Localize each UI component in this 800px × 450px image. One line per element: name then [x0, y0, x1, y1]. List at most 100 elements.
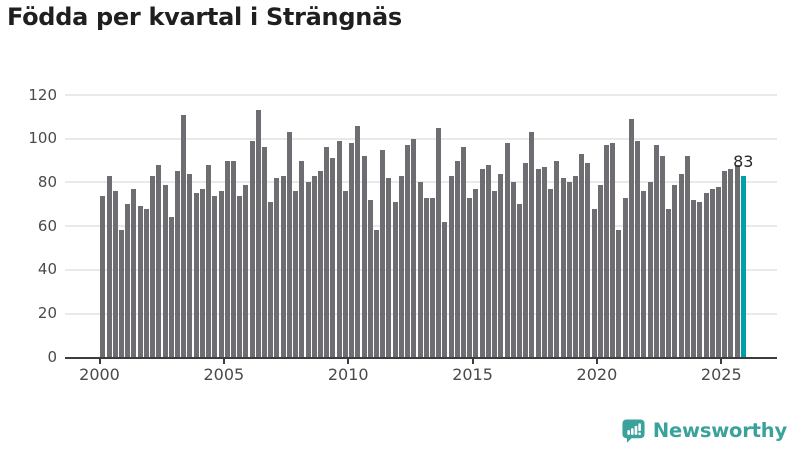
- bar: [156, 164, 162, 358]
- bar: [262, 147, 268, 358]
- bar: [119, 230, 125, 358]
- bar: [274, 178, 280, 358]
- bar: [398, 175, 404, 358]
- bar: [143, 208, 149, 358]
- bar: [529, 132, 535, 358]
- bar: [237, 195, 243, 358]
- bar: [597, 184, 603, 358]
- bar: [628, 119, 634, 358]
- bar: [461, 147, 467, 358]
- newsworthy-logo: Newsworthy: [621, 418, 787, 443]
- bar: [697, 202, 703, 358]
- x-tick: [98, 359, 101, 364]
- bar: [367, 199, 373, 358]
- gridline-120: [65, 94, 777, 96]
- bar: [454, 160, 460, 358]
- x-tick-label: 2020: [576, 365, 618, 384]
- bar: [299, 160, 305, 358]
- bar: [125, 204, 131, 358]
- bar: [560, 178, 566, 358]
- bar: [541, 167, 547, 358]
- bar: [510, 182, 516, 358]
- bar: [659, 156, 665, 358]
- bar: [722, 171, 728, 358]
- x-tick-label: 2025: [700, 365, 742, 384]
- bar: [150, 175, 156, 358]
- bar: [100, 195, 106, 358]
- bar: [417, 182, 423, 358]
- bar: [429, 197, 435, 358]
- bar: [492, 191, 498, 358]
- bar: [548, 188, 554, 358]
- bar: [305, 182, 311, 358]
- bar: [479, 169, 485, 358]
- bar: [411, 138, 417, 358]
- x-tick: [595, 359, 598, 364]
- x-tick: [222, 359, 225, 364]
- bar: [734, 164, 740, 358]
- highlighted-bar: [740, 175, 746, 358]
- bar: [516, 204, 522, 358]
- bar: [342, 191, 348, 358]
- bar: [112, 191, 118, 358]
- bar: [423, 197, 429, 358]
- bar: [579, 153, 585, 358]
- x-tick: [347, 359, 350, 364]
- bar: [635, 140, 641, 358]
- bar: [106, 175, 112, 358]
- bar: [610, 143, 616, 358]
- x-tick: [720, 359, 723, 364]
- bar: [653, 145, 659, 358]
- x-tick-label: 2000: [79, 365, 120, 384]
- bar: [131, 188, 137, 358]
- bar: [436, 127, 442, 358]
- bar: [715, 186, 721, 358]
- bar: [218, 191, 224, 358]
- bar: [255, 110, 261, 358]
- bar: [181, 114, 187, 358]
- newsworthy-wordmark: Newsworthy: [652, 419, 787, 442]
- bar: [535, 169, 541, 358]
- bar: [137, 206, 143, 358]
- last-value-label: 83: [733, 151, 754, 171]
- x-tick: [471, 359, 474, 364]
- bar: [672, 184, 678, 358]
- y-tick-label: 80: [37, 172, 57, 191]
- bar: [622, 197, 628, 358]
- x-tick-label: 2005: [203, 365, 245, 384]
- bar: [684, 156, 690, 358]
- bar: [249, 140, 255, 358]
- x-tick-label: 2010: [327, 365, 369, 384]
- bar: [162, 184, 168, 358]
- bar: [175, 171, 180, 358]
- bar: [523, 162, 529, 358]
- bar: [224, 160, 230, 358]
- bar: [666, 208, 672, 358]
- y-tick-label: 40: [37, 260, 57, 279]
- y-tick-label: 60: [37, 216, 57, 235]
- bar: [268, 202, 274, 358]
- x-axis-line: [65, 357, 777, 360]
- bar: [199, 188, 205, 358]
- bar: [187, 173, 193, 358]
- bar: [206, 164, 212, 358]
- bar: [554, 160, 560, 358]
- bar: [392, 202, 398, 358]
- bar: [709, 188, 715, 358]
- bar: [361, 156, 367, 358]
- y-tick-label: 20: [37, 304, 57, 322]
- bar: [467, 197, 473, 358]
- bar: [591, 208, 597, 358]
- bar: [473, 188, 479, 358]
- bar: [324, 147, 330, 358]
- newsworthy-speech-bubble-icon: [622, 419, 645, 443]
- bar: [678, 173, 684, 358]
- bar: [293, 191, 299, 358]
- bar: [336, 140, 342, 358]
- bar: [311, 175, 317, 358]
- bar: [386, 178, 392, 358]
- bar: [498, 173, 504, 358]
- bar: [728, 169, 734, 358]
- bar: [448, 175, 454, 358]
